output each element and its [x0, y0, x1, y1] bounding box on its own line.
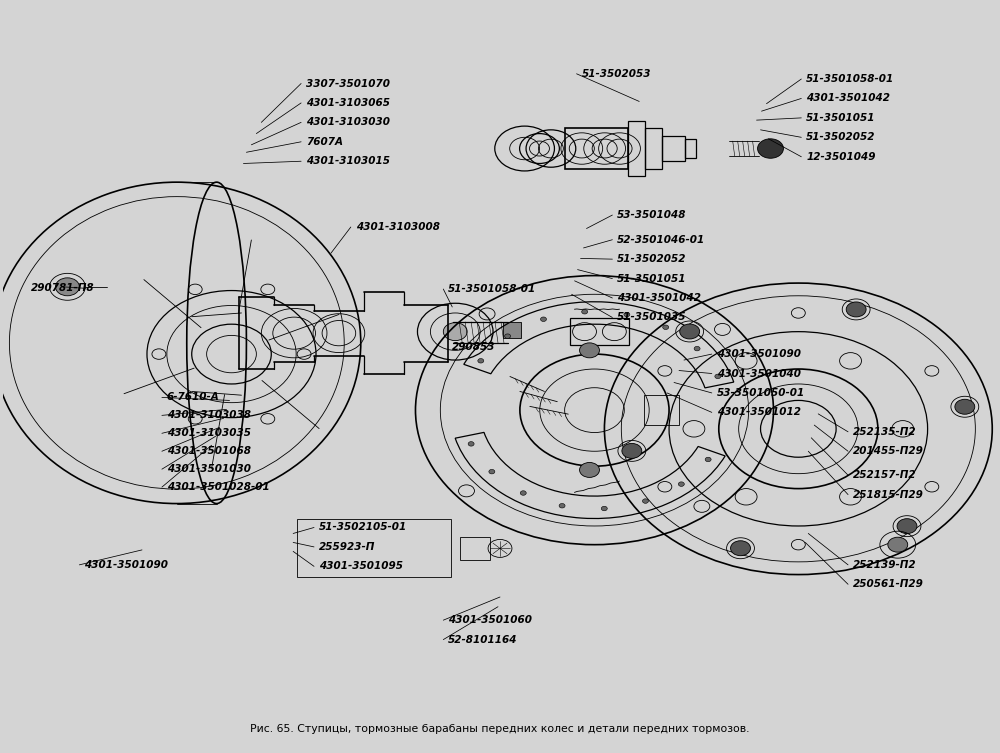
Circle shape — [559, 504, 565, 508]
Circle shape — [541, 317, 546, 322]
Text: 251815-П29: 251815-П29 — [853, 489, 924, 499]
Circle shape — [758, 139, 783, 158]
Text: 4301-3501068: 4301-3501068 — [167, 447, 251, 456]
Text: 7607А: 7607А — [306, 137, 343, 147]
Text: 4301-3501060: 4301-3501060 — [448, 615, 532, 625]
Circle shape — [888, 537, 908, 552]
Text: 51-3501051: 51-3501051 — [617, 273, 687, 284]
Circle shape — [731, 541, 750, 556]
Text: 290781-П8: 290781-П8 — [31, 283, 94, 294]
Circle shape — [624, 312, 630, 317]
Text: 4301-3501095: 4301-3501095 — [319, 561, 403, 572]
Text: 290853: 290853 — [452, 342, 496, 352]
Bar — [685, 139, 696, 158]
Circle shape — [955, 399, 975, 414]
Text: 4301-3501028-01: 4301-3501028-01 — [167, 482, 270, 492]
Circle shape — [580, 343, 599, 358]
Circle shape — [601, 506, 607, 511]
Circle shape — [897, 519, 917, 534]
Bar — [645, 127, 662, 169]
Text: Рис. 65. Ступицы, тормозные барабаны передних колес и детали передних тормозов.: Рис. 65. Ступицы, тормозные барабаны пер… — [250, 724, 750, 734]
Circle shape — [443, 323, 467, 340]
Text: 51-3502052: 51-3502052 — [806, 133, 876, 142]
Text: 4301-3103035: 4301-3103035 — [167, 428, 251, 438]
Circle shape — [582, 309, 588, 314]
Text: 51-3501058-01: 51-3501058-01 — [806, 74, 895, 84]
Text: 53-3501048: 53-3501048 — [617, 210, 687, 220]
Bar — [662, 136, 685, 161]
Bar — [570, 319, 629, 345]
Text: 4301-3501090: 4301-3501090 — [84, 560, 168, 570]
Text: 53-3501050-01: 53-3501050-01 — [717, 388, 805, 398]
Circle shape — [846, 302, 866, 317]
Text: 4301-3103015: 4301-3103015 — [306, 156, 390, 166]
Text: 4301-3103008: 4301-3103008 — [356, 222, 440, 232]
Circle shape — [680, 324, 700, 339]
Text: 51-3502105-01: 51-3502105-01 — [319, 523, 407, 532]
Bar — [460, 537, 490, 559]
Text: 4301-3103030: 4301-3103030 — [306, 117, 390, 127]
Text: 4301-3103038: 4301-3103038 — [167, 410, 251, 420]
Circle shape — [505, 334, 511, 338]
Text: 51-3502052: 51-3502052 — [617, 255, 687, 264]
Text: 52-8101164: 52-8101164 — [448, 635, 518, 645]
Text: 4301-3103065: 4301-3103065 — [306, 98, 390, 108]
Circle shape — [705, 457, 711, 462]
Bar — [297, 519, 451, 577]
Text: 51-3502053: 51-3502053 — [582, 69, 651, 79]
Text: 51-3501035: 51-3501035 — [617, 312, 687, 322]
Circle shape — [489, 469, 495, 474]
Text: 4301-3501042: 4301-3501042 — [806, 93, 890, 103]
Text: 3307-3501070: 3307-3501070 — [306, 78, 390, 89]
Text: 252157-П2: 252157-П2 — [853, 470, 917, 480]
Circle shape — [715, 374, 721, 379]
Text: 4301-3501040: 4301-3501040 — [717, 368, 801, 379]
Text: 4301-3501012: 4301-3501012 — [717, 407, 801, 417]
Circle shape — [520, 491, 526, 495]
Text: 250561-П29: 250561-П29 — [853, 579, 924, 590]
Bar — [565, 127, 628, 169]
Text: 12-3501049: 12-3501049 — [806, 152, 876, 162]
Circle shape — [642, 498, 648, 503]
Circle shape — [678, 482, 684, 486]
Circle shape — [468, 442, 474, 446]
Text: 252139-П2: 252139-П2 — [853, 560, 917, 570]
Circle shape — [55, 278, 79, 296]
Circle shape — [694, 346, 700, 351]
Text: 4301-3501030: 4301-3501030 — [167, 464, 251, 474]
Circle shape — [663, 325, 669, 330]
Text: 52-3501046-01: 52-3501046-01 — [617, 235, 706, 245]
Text: 255923-П: 255923-П — [319, 542, 375, 552]
Bar — [628, 121, 645, 175]
Text: 51-3501051: 51-3501051 — [806, 113, 876, 123]
Text: 51-3501058-01: 51-3501058-01 — [448, 284, 537, 294]
Circle shape — [580, 462, 599, 477]
Text: 6-7610-А: 6-7610-А — [167, 392, 220, 402]
Text: 252135-П2: 252135-П2 — [853, 427, 917, 437]
Text: 201455-П29: 201455-П29 — [853, 447, 924, 456]
Bar — [503, 322, 521, 338]
Text: 4301-3501042: 4301-3501042 — [617, 293, 701, 303]
Circle shape — [478, 358, 484, 363]
Circle shape — [622, 444, 642, 459]
Bar — [644, 395, 679, 425]
Text: 4301-3501090: 4301-3501090 — [717, 349, 801, 359]
